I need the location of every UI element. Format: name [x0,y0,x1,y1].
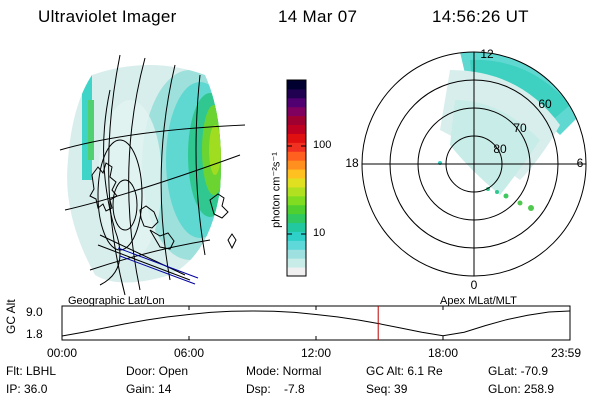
colorbar-frame [286,79,307,277]
projection-label-left: Geographic Lat/Lon [68,295,165,307]
colorbar-band [287,151,306,161]
colorbar-band [287,195,306,206]
date-label: 14 Mar 07 [278,7,358,26]
info-seq: Seq: 39 [366,382,408,396]
info-door: Door: Open [126,364,189,378]
mlt-label-18: 18 [345,156,359,170]
colorbar-label-100: 100 [313,139,332,151]
colorbar-band [287,124,306,134]
colorbar-title: photon cm⁻²s⁻¹ [270,152,283,228]
mlt-label-6: 6 [576,156,584,170]
lat-label-60: 60 [538,97,552,111]
altitude-x-ticks [61,306,571,340]
colorbar [287,80,306,277]
geographic-image [59,54,246,296]
time-tick-0600: 06:00 [173,346,205,360]
info-glat: GLat: -70.9 [488,364,549,378]
colorbar-band [287,97,306,108]
lat-label-70: 70 [513,121,527,135]
info-ip: IP: 36.0 [6,382,48,396]
colorbar-band [287,142,306,152]
colorbar-band [287,160,306,170]
polar-plot [361,51,587,277]
colorbar-band [287,231,306,241]
info-gcalt: GC Alt: 6.1 Re [366,364,443,378]
colorbar-band [287,204,306,215]
colorbar-band [287,258,306,268]
info-gain: Gain: 14 [126,382,172,396]
time-tick-2359: 23:59 [550,346,582,360]
mlt-label-12: 12 [480,47,494,61]
colorbar-band [287,267,306,277]
instrument-title: Ultraviolet Imager [38,7,177,26]
info-flt: Flt: LBHL [6,364,57,378]
colorbar-band [287,222,306,232]
altitude-ytick-max: 9.0 [26,305,43,319]
time-tick-0000: 00:00 [46,346,78,360]
time-tick-1200: 12:00 [300,346,332,360]
altitude-ylabel: GC Alt [4,299,18,334]
colorbar-band [287,106,306,117]
colorbar-band [287,213,306,224]
info-mode: Mode: Normal [246,364,322,378]
time-label: 14:56:26 UT [432,7,529,26]
info-dsp: Dsp: -7.8 [246,382,305,396]
colorbar-band [287,133,306,143]
colorbar-band [287,115,306,126]
projection-label-right: Apex MLat/MLT [440,295,517,307]
colorbar-band [287,80,306,90]
altitude-chart [61,305,571,341]
colorbar-band [287,169,306,179]
altitude-series-line [61,310,570,337]
colorbar-band [287,240,306,250]
colorbar-label-10: 10 [313,227,326,239]
altitude-ytick-min: 1.8 [26,327,43,341]
colorbar-band [287,186,306,197]
mlt-label-0: 0 [470,278,478,292]
lat-label-80: 80 [493,142,507,156]
colorbar-band [287,178,306,188]
colorbar-band [287,249,306,259]
colorbar-band [287,88,306,99]
info-glon: GLon: 258.9 [488,382,555,396]
time-tick-1800: 18:00 [427,346,459,360]
